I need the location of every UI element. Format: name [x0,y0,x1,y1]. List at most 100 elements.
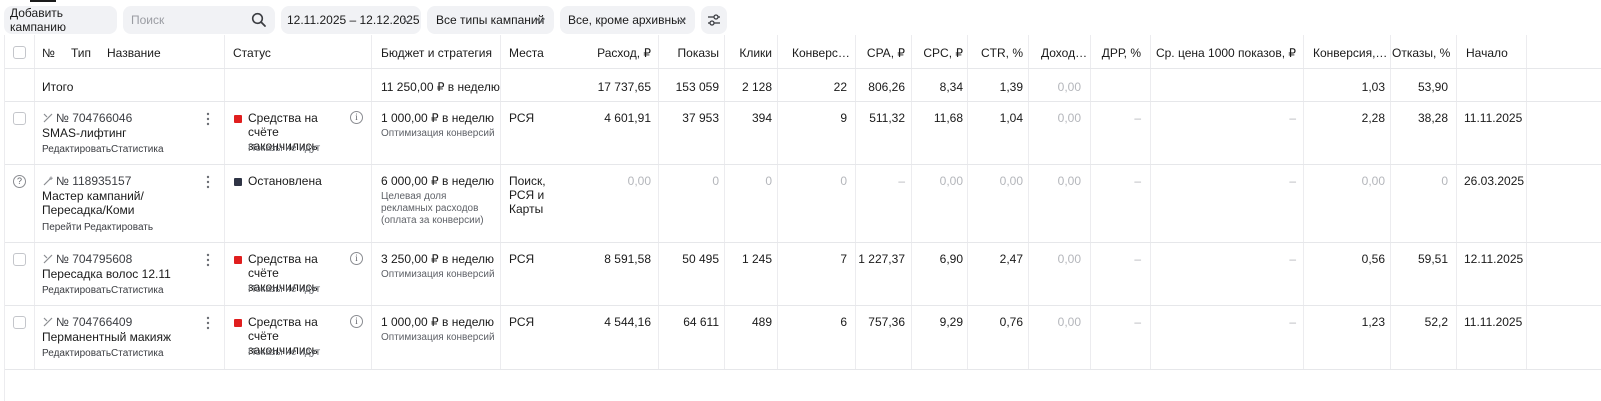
header-cpm[interactable]: Ср. цена 1000 показов, ₽ [1155,46,1296,60]
campaign-type-icon [43,317,53,327]
campaign-id: № 704795608 [56,252,133,266]
header-budget[interactable]: Бюджет и стратегия [381,46,492,60]
edit-link[interactable]: Редактировать [42,144,112,155]
info-icon[interactable]: i [350,315,363,328]
conversions: 7 [840,252,847,266]
header-type[interactable]: Тип [71,46,92,60]
info-icon[interactable]: i [350,252,363,265]
header-conversions[interactable]: Конверс… [792,46,850,60]
status-indicator [234,319,242,327]
column-divider [1526,35,1527,370]
total-clicks: 2 128 [741,80,772,94]
header-places[interactable]: Места [509,46,544,60]
header-cpa[interactable]: CPA, ₽ [866,46,905,60]
add-campaign-button[interactable]: Добавить кампанию [4,6,117,34]
header-name[interactable]: Название [107,46,161,60]
table-row[interactable]: № 704795608 Пересадка волос 12.11 Редакт… [5,243,1601,306]
column-divider [1303,35,1304,370]
cpm: – [1289,111,1296,125]
toolbar: Добавить кампанию 12.11.2025 – 12.12.202… [0,6,1601,34]
ctr: 0,76 [999,315,1023,329]
row-checkbox[interactable] [13,316,26,329]
header-impressions[interactable]: Показы [677,46,719,60]
go-link[interactable]: Перейти [42,222,82,233]
campaign-master-icon [43,176,53,186]
header-num[interactable]: № [42,46,55,60]
header-income[interactable]: Доход… [1041,46,1088,60]
more-options-icon[interactable] [206,253,210,267]
spend: 0,00 [627,174,651,188]
cpc: 11,68 [933,111,963,125]
sliders-icon [708,14,720,26]
budget: 6 000,00 ₽ в неделю [381,174,495,188]
archive-filter-label: Все, кроме архивных [568,13,686,27]
header-cpc[interactable]: CPC, ₽ [923,46,963,60]
budget: 3 250,00 ₽ в неделю [381,252,495,266]
column-divider [500,35,501,370]
campaign-name[interactable]: Перманентный макияж [42,330,172,344]
drr: – [1134,111,1141,125]
date-range-select[interactable]: 12.11.2025 – 12.12.2025 [281,6,421,34]
row-checkbox[interactable] [13,253,26,266]
info-icon[interactable]: i [350,111,363,124]
conv-rate: 0,56 [1361,252,1385,266]
status-text: Средства на счёте закончились [248,111,318,153]
cpc: 0,00 [939,174,963,188]
income: 0,00 [1057,252,1081,266]
select-all-checkbox[interactable] [13,46,26,59]
search-input[interactable] [131,13,241,27]
campaign-type-icon [43,254,53,264]
places: РСЯ [509,252,535,266]
header-status[interactable]: Статус [233,46,271,60]
header-clicks[interactable]: Клики [739,46,772,60]
chevron-down-icon [536,18,545,24]
total-bounce: 53,90 [1417,80,1448,94]
header-drr[interactable]: ДРР, % [1101,46,1141,60]
search-icon[interactable] [251,12,267,28]
column-divider [855,35,856,370]
ctr: 2,47 [999,252,1023,266]
total-cpa: 806,26 [868,80,905,94]
column-divider [34,35,35,370]
start-date: 11.11.2025 [1464,111,1523,125]
statistics-link[interactable]: Статистика [111,285,164,296]
edit-link[interactable]: Редактировать [42,285,112,296]
drr: – [1134,315,1141,329]
conversions: 0 [840,174,847,188]
column-divider [371,35,372,370]
help-icon[interactable]: ? [13,175,26,188]
header-ctr[interactable]: CTR, % [981,46,1023,60]
edit-link[interactable]: Редактировать [42,348,112,359]
settings-filter-button[interactable] [701,6,727,34]
campaign-name[interactable]: SMAS-лифтинг [42,126,127,140]
header-bounce[interactable]: Отказы, % [1392,46,1451,60]
edit-link[interactable]: Редактировать [84,222,154,233]
drr: – [1134,174,1141,188]
status-subtext: Показы не идут [248,347,321,358]
column-divider [724,35,725,370]
table-row[interactable]: ? № 118935157 Мастер кампаний/Пересадка/… [5,165,1601,243]
header-spend[interactable]: Расход, ₽ [597,46,651,60]
more-options-icon[interactable] [206,112,210,126]
header-conv-rate[interactable]: Конверсия,… [1313,46,1388,60]
statistics-link[interactable]: Статистика [111,348,164,359]
campaign-name[interactable]: Мастер кампаний/Пересадка/Коми [42,189,144,217]
campaign-types-select[interactable]: Все типы кампаний [427,6,554,34]
start-date: 26.03.2025 [1464,174,1525,188]
cpm: – [1289,252,1296,266]
header-start[interactable]: Начало [1466,46,1508,60]
campaign-id: № 704766046 [56,111,133,125]
clicks: 394 [751,111,772,125]
cpa: 511,32 [869,111,905,125]
row-checkbox[interactable] [13,112,26,125]
table-row[interactable]: № 704766046 SMAS-лифтинг Редактировать С… [5,102,1601,165]
status-text: Остановлена [248,174,322,188]
table-row[interactable]: № 704766409 Перманентный макияж Редактир… [5,306,1601,370]
campaign-name[interactable]: Пересадка волос 12.11 [42,267,171,281]
statistics-link[interactable]: Статистика [111,144,164,155]
more-options-icon[interactable] [206,316,210,330]
archive-filter-select[interactable]: Все, кроме архивных [560,6,695,34]
income: 0,00 [1057,111,1081,125]
more-options-icon[interactable] [206,175,210,189]
column-divider [224,35,225,370]
